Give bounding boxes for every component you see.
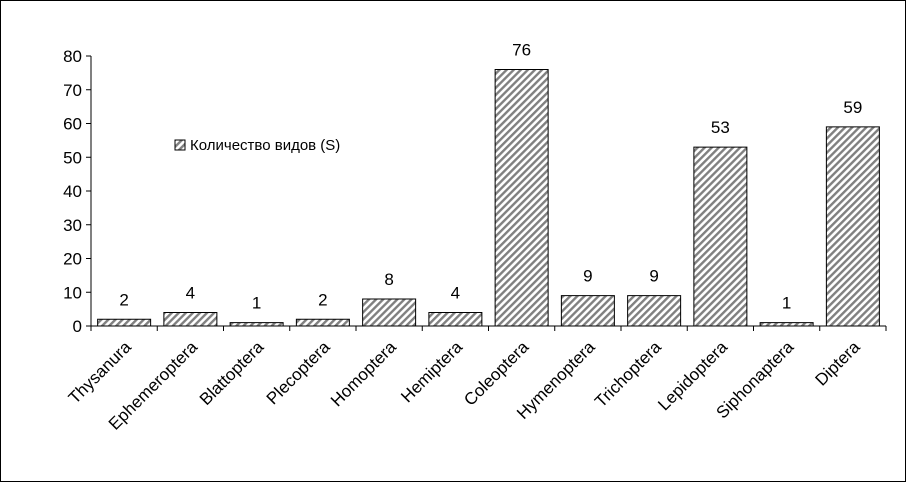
bar: [560, 295, 615, 327]
y-tick-label: 20: [63, 250, 82, 269]
bar: [759, 322, 814, 327]
legend-swatch: [174, 139, 186, 151]
bars: [97, 69, 880, 327]
category-label: Coleoptera: [460, 337, 533, 410]
bar: [97, 318, 152, 327]
category-label: Diptera: [812, 337, 865, 390]
legend-label: Количество видов (S): [190, 137, 340, 154]
data-label: 2: [119, 290, 128, 309]
bar: [693, 146, 748, 327]
data-label: 4: [451, 284, 460, 303]
data-label: 4: [186, 284, 195, 303]
data-label: 1: [252, 294, 261, 313]
y-tick-label: 80: [63, 47, 82, 66]
bar: [428, 312, 483, 327]
bar: [163, 312, 218, 327]
y-tick-label: 40: [63, 182, 82, 201]
axes: 0 10 20 30 40 50 60 70 80: [63, 47, 887, 336]
y-tick-label: 10: [63, 283, 82, 302]
bar: [229, 322, 284, 327]
y-tick-label: 30: [63, 216, 82, 235]
y-tick-label: 70: [63, 81, 82, 100]
legend: Количество видов (S): [174, 137, 340, 154]
category-label: Homoptera: [327, 337, 400, 410]
bar: [362, 298, 417, 327]
category-label: Blattoptera: [196, 337, 268, 409]
category-labels: ThysanuraEphemeropteraBlattopteraPlecopt…: [65, 337, 864, 434]
category-label: Plecoptera: [263, 337, 334, 408]
bar: [295, 318, 350, 327]
data-label: 9: [649, 267, 658, 286]
bar: [494, 69, 549, 327]
y-tick-label: 50: [63, 148, 82, 167]
data-label: 76: [512, 41, 531, 60]
data-label: 9: [583, 267, 592, 286]
bar: [627, 295, 682, 327]
data-label: 2: [318, 290, 327, 309]
y-tick-label: 60: [63, 115, 82, 134]
data-label: 59: [843, 98, 862, 117]
category-label: Hemiptera: [397, 337, 466, 406]
bar: [825, 126, 880, 327]
data-label: 53: [711, 118, 730, 137]
data-label: 1: [782, 294, 791, 313]
data-label: 8: [384, 270, 393, 289]
y-tick-label: 0: [73, 317, 82, 336]
category-label: Thysanura: [65, 337, 136, 408]
